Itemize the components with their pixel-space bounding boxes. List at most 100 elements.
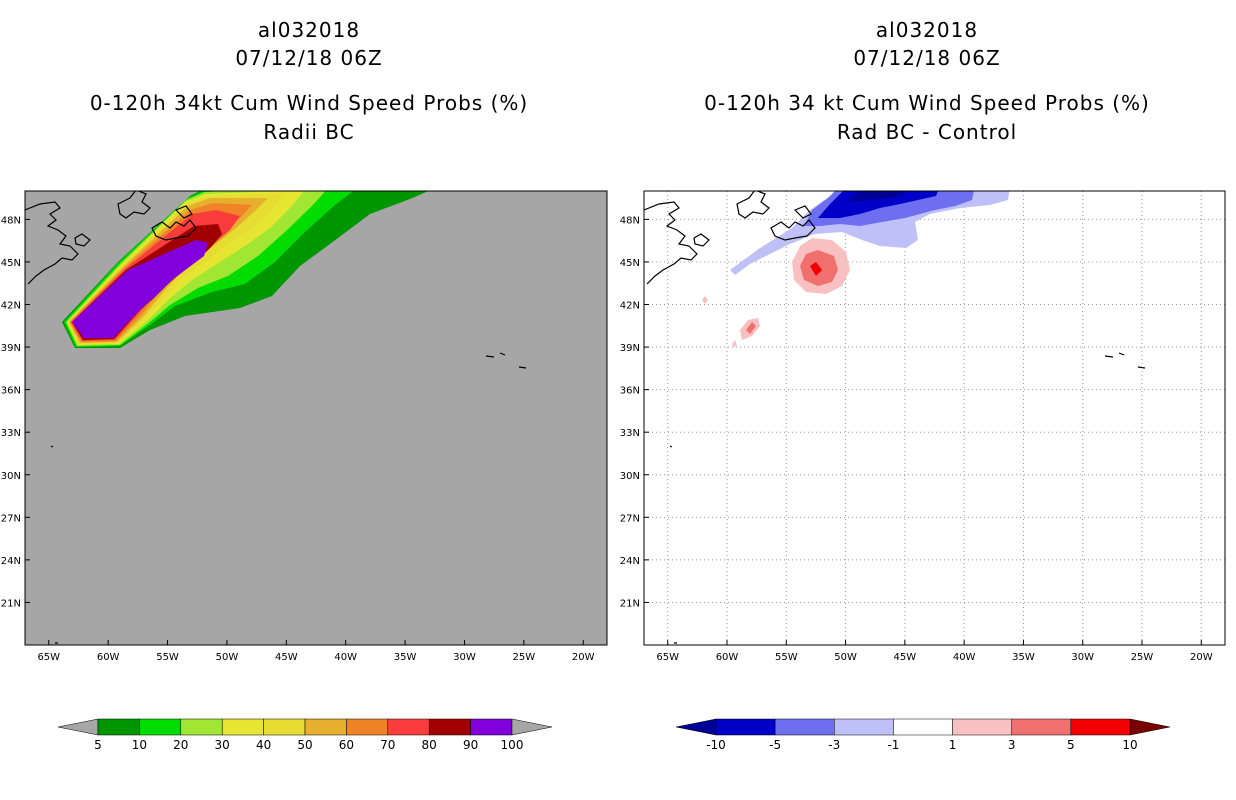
right-colorbar: -10 -5 -3 -1 1 3 5 10: [675, 718, 1171, 752]
left-datetime: 07/12/18 06Z: [235, 46, 383, 70]
right-colorbar-low-triangle: [675, 718, 717, 736]
left-axes: 65W 60W 55W 50W 45W 40W 35W 30W 25W 20W 48N 45N 42N 3…: [1, 215, 595, 663]
right-y-tick-label: 39N: [620, 343, 640, 354]
right-colorbar-label: 10: [1122, 738, 1137, 752]
diff-band-plus-5: [810, 262, 822, 276]
right-difference-field: [702, 191, 1010, 348]
left-colorbar-segment: [263, 718, 306, 736]
left-colorbar-segment: [221, 718, 264, 736]
right-datetime: 07/12/18 06Z: [853, 46, 1001, 70]
left-y-tick-label: 42N: [1, 301, 21, 312]
left-x-tick-label: 55W: [156, 652, 179, 663]
right-colorbar-segment: [1070, 718, 1131, 736]
right-grid: [644, 191, 1225, 645]
right-y-tick-label: 27N: [620, 513, 640, 524]
right-y-tick-label: 33N: [620, 428, 640, 439]
left-y-tick-label: 21N: [1, 598, 21, 609]
left-colorbar-segment: [346, 718, 389, 736]
prob-band-90: [72, 240, 208, 338]
left-storm-id: al032018: [257, 18, 361, 42]
left-y-tick-label: 24N: [1, 556, 21, 567]
left-colorbar-segment: [470, 718, 513, 736]
left-colorbar-label: 70: [380, 738, 395, 752]
right-x-tick-label: 25W: [1131, 652, 1154, 663]
left-x-tick-label: 30W: [453, 652, 476, 663]
right-y-tick-label: 48N: [620, 215, 640, 226]
right-colorbar-high-triangle: [1129, 718, 1171, 736]
diff-band-minus-5: [818, 191, 938, 218]
left-colorbar-segment: [304, 718, 347, 736]
right-y-tick-label: 30N: [620, 471, 640, 482]
right-axes: 65W 60W 55W 50W 45W 40W 35W 30W 25W 20W 48N 45N 42N 3…: [620, 215, 1213, 663]
left-colorbar-high-triangle: [511, 718, 553, 736]
left-y-tick-label: 39N: [1, 343, 21, 354]
left-colorbar-label: 50: [297, 738, 312, 752]
left-title: 0-120h 34kt Cum Wind Speed Probs (%): [89, 91, 529, 115]
right-x-tick-label: 35W: [1012, 652, 1035, 663]
right-title: 0-120h 34 kt Cum Wind Speed Probs (%): [704, 91, 1150, 115]
left-x-tick-label: 25W: [513, 652, 536, 663]
left-colorbar-segment: [97, 718, 140, 736]
diff-band-minus-10: [848, 191, 907, 202]
left-colorbar-label: 80: [422, 738, 437, 752]
left-x-tick-label: 60W: [97, 652, 120, 663]
left-colorbar-low-triangle: [57, 718, 99, 736]
left-plot-frame: [24, 190, 608, 646]
right-y-tick-label: 45N: [620, 258, 640, 269]
left-colorbar-segment: [428, 718, 471, 736]
right-x-tick-label: 65W: [656, 652, 679, 663]
right-colorbar-label: -10: [706, 738, 726, 752]
right-colorbar-label: 1: [949, 738, 957, 752]
left-y-tick-label: 27N: [1, 513, 21, 524]
diff-band-plus-1-d: [732, 340, 737, 348]
left-y-tick-label: 48N: [1, 215, 21, 226]
right-colorbar-label: -5: [769, 738, 781, 752]
left-colorbar-label: 20: [173, 738, 188, 752]
left-y-tick-label: 45N: [1, 258, 21, 269]
right-colorbar-segment: [834, 718, 894, 736]
left-y-tick-label: 33N: [1, 428, 21, 439]
right-x-tick-label: 60W: [716, 652, 739, 663]
right-x-tick-label: 50W: [834, 652, 857, 663]
left-x-tick-label: 40W: [334, 652, 357, 663]
left-colorbar-label: 60: [339, 738, 354, 752]
left-y-tick-label: 36N: [1, 386, 21, 397]
right-subtitle: Rad BC - Control: [836, 120, 1018, 144]
left-colorbar-label: 30: [215, 738, 230, 752]
left-plot-background: [25, 191, 607, 645]
left-colorbar-segment: [180, 718, 223, 736]
diff-band-minus-1: [730, 191, 1010, 275]
left-colorbar-label: 40: [256, 738, 271, 752]
right-colorbar-segment: [774, 718, 835, 736]
left-coastlines: [25, 191, 527, 644]
right-x-tick-label: 30W: [1071, 652, 1094, 663]
left-subtitle: Radii BC: [263, 120, 355, 144]
right-map: 65W 60W 55W 50W 45W 40W 35W 30W 25W 20W 48N 45N 42N 3…: [620, 190, 1226, 663]
right-colorbar-segment: [1011, 718, 1072, 736]
right-y-tick-label: 24N: [620, 556, 640, 567]
right-y-tick-label: 21N: [620, 598, 640, 609]
left-y-tick-label: 30N: [1, 471, 21, 482]
right-coastlines: [644, 191, 1146, 644]
left-x-tick-label: 50W: [216, 652, 239, 663]
right-x-tick-label: 40W: [953, 652, 976, 663]
left-colorbar-label: 5: [94, 738, 102, 752]
right-colorbar-segment: [952, 718, 1012, 736]
left-map: 65W 60W 55W 50W 45W 40W 35W 30W 25W 20W 48N 45N 42N 3…: [1, 190, 608, 663]
left-colorbar-segment: [139, 718, 182, 736]
left-x-tick-label: 35W: [394, 652, 417, 663]
right-colorbar-label: -1: [887, 738, 899, 752]
right-storm-id: al032018: [875, 18, 979, 42]
right-colorbar-label: 5: [1067, 738, 1075, 752]
left-colorbar-label: 100: [501, 738, 524, 752]
left-colorbar: 5 10 20 30 40 50 60 70 80 90 100: [57, 718, 553, 752]
left-x-tick-label: 45W: [275, 652, 298, 663]
right-plot-background: [644, 191, 1225, 645]
left-x-tick-label: 65W: [37, 652, 60, 663]
left-colorbar-label: 10: [132, 738, 147, 752]
right-x-tick-label: 55W: [775, 652, 798, 663]
left-x-tick-label: 20W: [572, 652, 595, 663]
left-colorbar-segment: [387, 718, 430, 736]
right-colorbar-segment: [715, 718, 776, 736]
